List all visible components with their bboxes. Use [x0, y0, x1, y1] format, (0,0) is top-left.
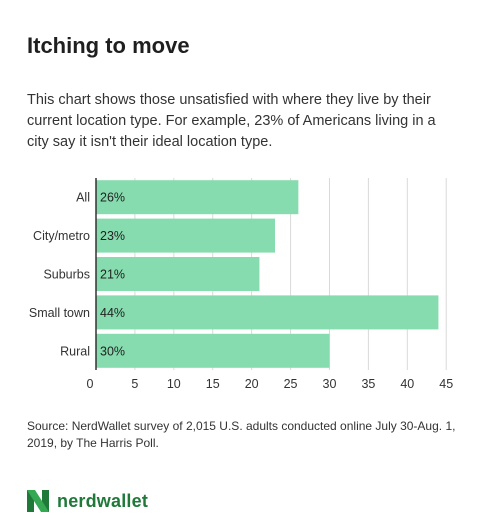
bar-data-label: 21% — [100, 268, 125, 282]
bar-data-label: 23% — [100, 229, 125, 243]
x-tick-label: 10 — [167, 377, 181, 391]
bar — [96, 218, 275, 253]
x-tick-label: 25 — [284, 377, 298, 391]
bar-chart: 26% 23% 21% 44% 30% All City/metro Suburbs Smal… — [29, 178, 454, 391]
chart-description: This chart shows those unsatisfied with … — [27, 92, 436, 150]
x-tick-label: 0 — [87, 377, 94, 391]
category-label: City/metro — [33, 229, 90, 243]
bar — [96, 180, 299, 215]
bar — [96, 295, 439, 330]
x-axis-ticks: 0 5 10 15 20 25 30 35 40 45 — [87, 377, 454, 391]
x-tick-label: 30 — [323, 377, 337, 391]
x-tick-label: 20 — [245, 377, 259, 391]
category-labels: All City/metro Suburbs Small town Rural — [29, 191, 90, 359]
bar — [96, 257, 260, 291]
x-tick-label: 15 — [206, 377, 220, 391]
bar — [96, 333, 330, 368]
category-label: Small town — [29, 306, 90, 320]
x-tick-label: 5 — [131, 377, 138, 391]
source-note: Source: NerdWallet survey of 2,015 U.S. … — [27, 419, 456, 450]
nerdwallet-n-icon — [27, 490, 49, 512]
category-label: Suburbs — [43, 268, 90, 282]
nerdwallet-logo: nerdwallet — [27, 490, 148, 512]
category-label: All — [76, 191, 90, 205]
x-tick-label: 40 — [400, 377, 414, 391]
x-tick-label: 45 — [439, 377, 453, 391]
bar-data-label: 26% — [100, 191, 125, 205]
bar-data-label: 30% — [100, 344, 125, 358]
category-label: Rural — [60, 344, 90, 358]
bars: 26% 23% 21% 44% 30% — [96, 180, 439, 368]
bar-data-label: 44% — [100, 306, 125, 320]
chart-title: Itching to move — [27, 33, 190, 58]
x-tick-label: 35 — [361, 377, 375, 391]
brand-name: nerdwallet — [57, 490, 149, 511]
